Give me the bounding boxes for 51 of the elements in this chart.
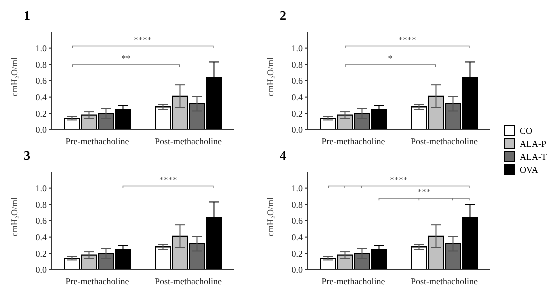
y-axis-title: cmH₂O/ml (266, 57, 276, 97)
x-tick-label: Post-methacholine (411, 136, 478, 146)
y-tick-label: 0.8 (292, 200, 304, 210)
y-tick-label: 0.6 (36, 76, 48, 86)
annotation: **** (159, 174, 178, 185)
y-tick-label: 0.4 (36, 232, 48, 243)
y-tick-label: 0.4 (292, 92, 304, 103)
y-tick-label: 0.2 (36, 248, 47, 259)
y-tick-label: 1.0 (292, 184, 304, 194)
y-tick-label: 0.4 (292, 232, 304, 243)
annotation: **** (398, 34, 417, 45)
y-axis-title: cmH₂O/ml (266, 197, 276, 237)
annotation: ** (122, 54, 132, 64)
chart-title: 1 (23, 8, 32, 23)
chart-title: 3 (23, 148, 32, 163)
annotation: *** (418, 187, 432, 198)
y-tick-label: 0.0 (36, 125, 48, 136)
legend-label: OVA (520, 164, 538, 174)
y-tick-label: 1.0 (36, 184, 48, 194)
chart-title: 4 (279, 148, 288, 163)
y-axis-title: cmH₂O/ml (10, 197, 20, 237)
y-tick-label: 0.0 (292, 125, 304, 136)
y-tick-label: 0.2 (36, 108, 47, 119)
y-axis-title: cmH₂O/ml (10, 57, 20, 97)
x-tick-label: Pre-methacholine (66, 136, 130, 146)
annotation: * (388, 54, 394, 64)
x-tick-label: Pre-methacholine (66, 276, 130, 286)
x-tick-label: Post-methacholine (411, 276, 478, 286)
y-tick-label: 0.8 (36, 200, 48, 210)
y-tick-label: 0.6 (292, 216, 304, 226)
y-tick-label: 0.2 (292, 108, 303, 119)
y-tick-label: 0.2 (292, 248, 303, 259)
x-tick-label: Pre-methacholine (322, 276, 386, 286)
y-tick-label: 0.8 (36, 60, 48, 70)
chart-title: 2 (279, 8, 288, 23)
legend-label: ALA-T (520, 152, 547, 162)
y-tick-label: 0.6 (36, 216, 48, 226)
y-tick-label: 0.8 (292, 60, 304, 70)
legend-label: CO (520, 126, 533, 136)
annotation: **** (134, 34, 152, 45)
x-tick-label: Pre-methacholine (322, 136, 386, 146)
y-tick-label: 0.0 (36, 265, 48, 276)
y-tick-label: 1.0 (292, 44, 304, 54)
y-tick-label: 0.6 (292, 76, 304, 86)
y-tick-label: 0.4 (36, 92, 48, 103)
x-tick-label: Post-methacholine (155, 136, 222, 146)
y-tick-label: 0.0 (292, 265, 304, 276)
annotation: **** (390, 174, 408, 185)
x-tick-label: Post-methacholine (155, 276, 222, 286)
legend-label: ALA-P (520, 138, 546, 148)
y-tick-label: 1.0 (36, 44, 48, 54)
